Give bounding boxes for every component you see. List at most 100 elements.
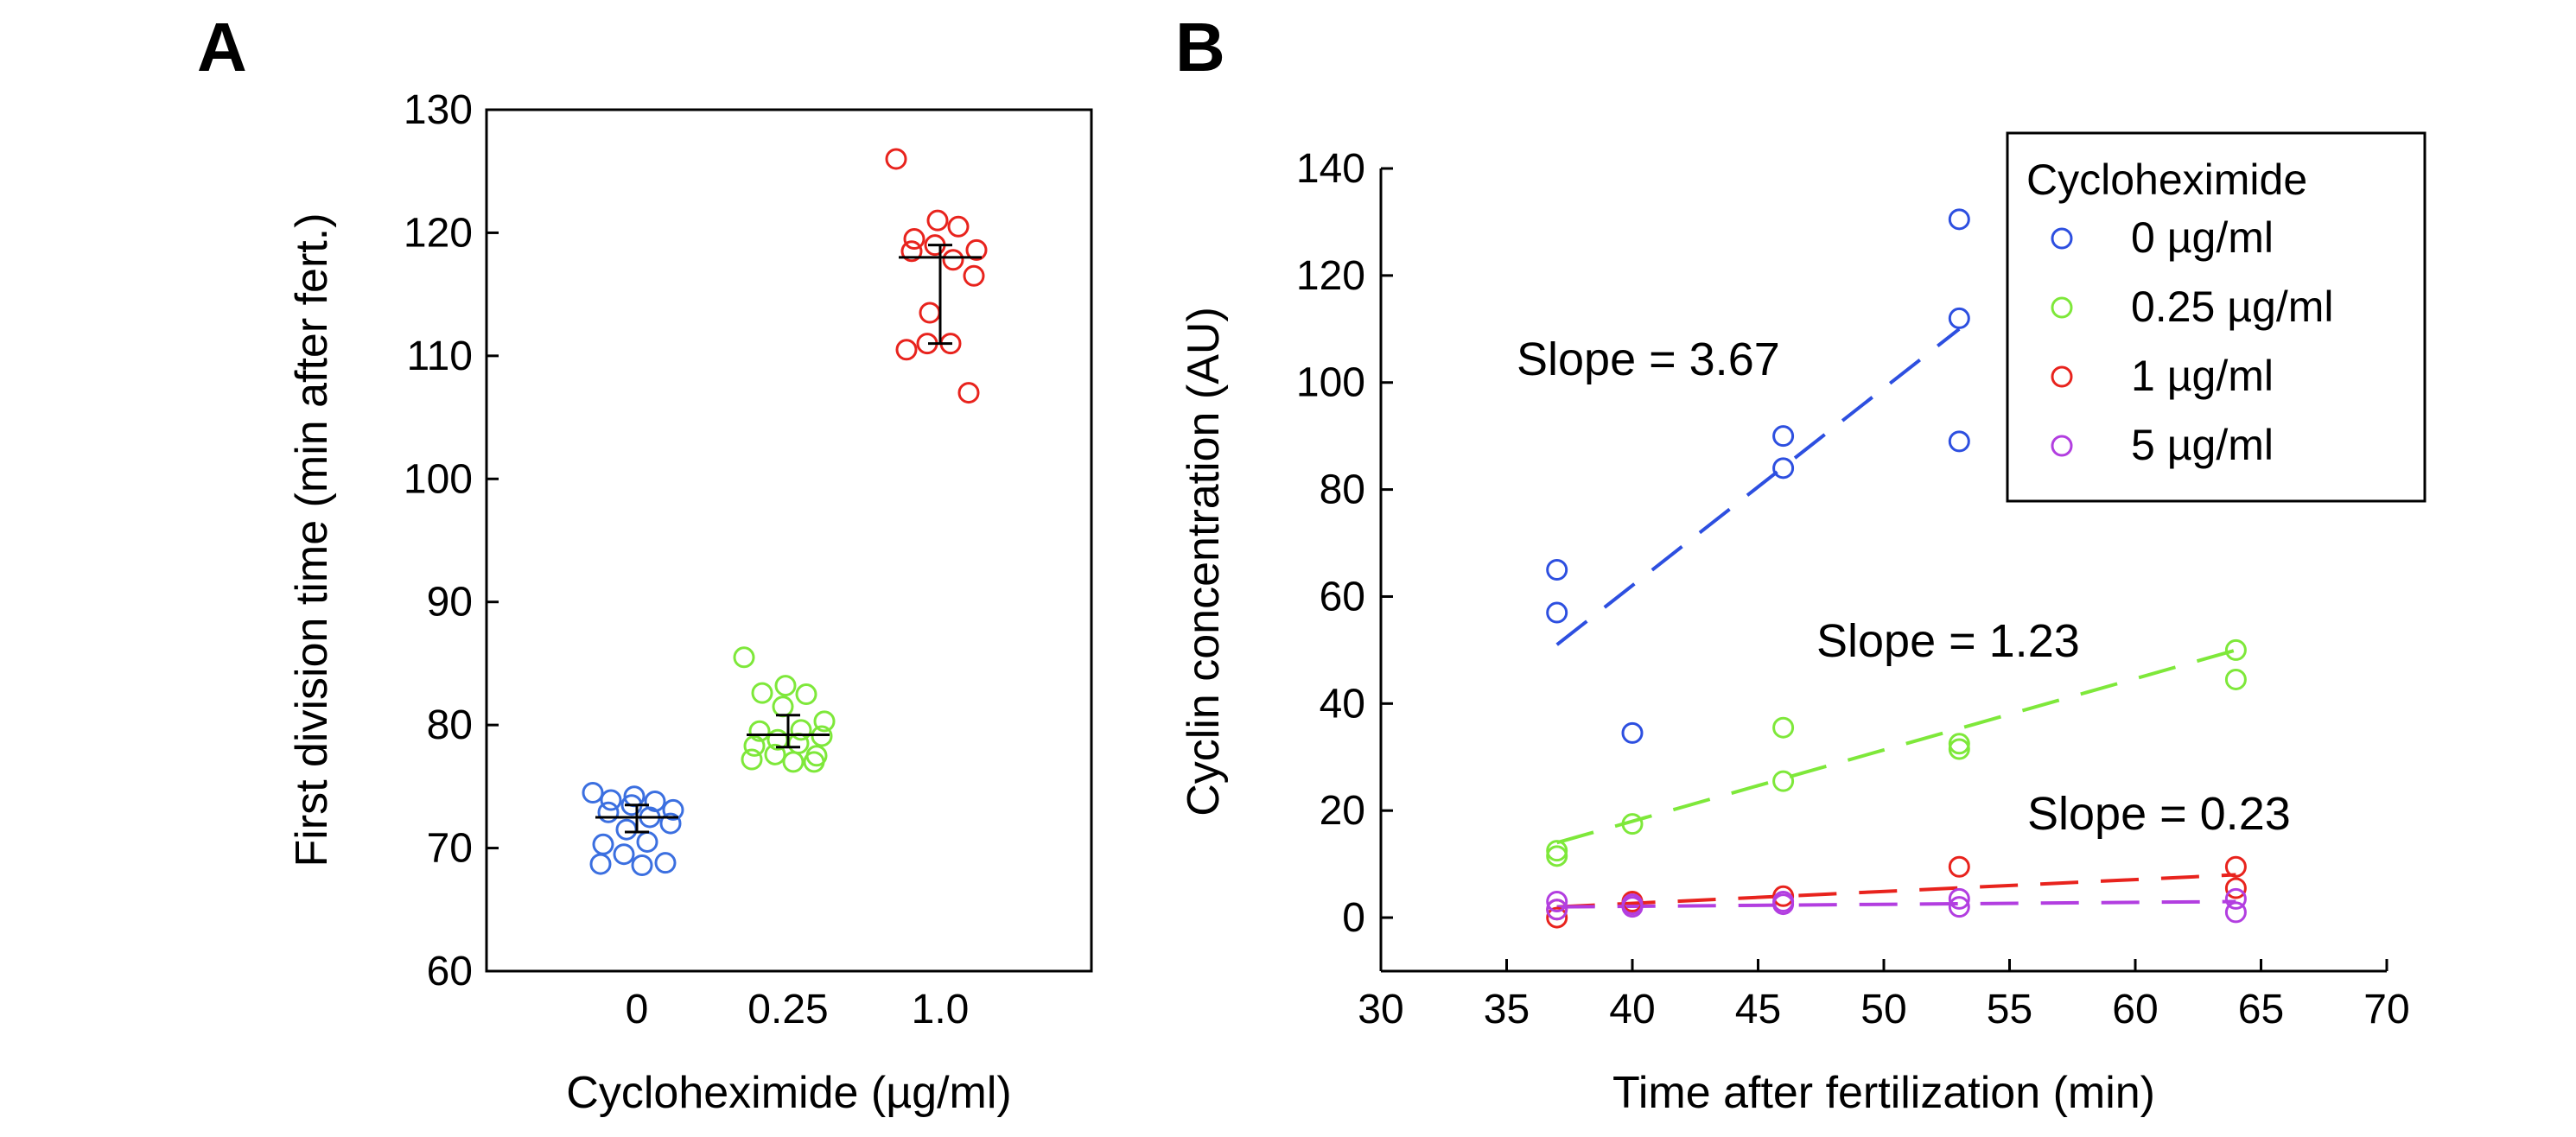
plot-area-a (485, 108, 1093, 973)
data-point-b (1772, 457, 1795, 480)
x-tick-label-b: 30 (1358, 987, 1403, 1032)
data-point-a (803, 751, 825, 773)
x-tick-label-b: 65 (2238, 987, 2284, 1032)
y-axis-label-a: First division time (min after fert.) (287, 213, 337, 867)
legend-marker (2051, 435, 2073, 457)
data-point-a (654, 852, 677, 874)
chart-b: 0 20 40 60 80 100 120 140 30 35 40 45 50 55 60 65 70 Sl… (1179, 131, 2427, 1118)
x-tick-label-b: 70 (2363, 987, 2409, 1032)
data-point-a (597, 801, 620, 823)
fit-lines-b (1555, 327, 2236, 909)
y-tick-label-a: 90 (427, 580, 473, 626)
x-tick-label-b: 55 (1987, 987, 2032, 1032)
data-point-b (1948, 430, 1970, 453)
data-point-a (733, 646, 755, 669)
data-point-b (2224, 638, 2247, 661)
slope-label-1ug: Slope = 0.23 (2027, 788, 2291, 840)
x-axis-label-a: Cycloheximide (µg/ml) (566, 1068, 1011, 1118)
data-point-a (589, 853, 612, 875)
fit-line (1556, 873, 2236, 909)
y-axis-a: 60 70 80 90 100 110 120 130 (404, 87, 499, 994)
data-point-a (582, 781, 604, 804)
data-point-b (1772, 890, 1795, 912)
x-axis-label-b: Time after fertilization (min) (1612, 1068, 2155, 1118)
y-tick-label-b: 40 (1320, 681, 1365, 727)
data-point-a (926, 209, 949, 232)
legend: Cycloheximide 0 µg/ml 0.25 µg/ml 1 µg/ml 5 … (2006, 131, 2427, 503)
panel-label-a: A (197, 9, 247, 86)
legend-marker (2051, 296, 2073, 319)
data-point-a (743, 734, 766, 757)
data-point-b (1948, 208, 1970, 231)
data-point-b (1621, 721, 1644, 744)
y-tick-label-a: 110 (406, 333, 473, 379)
data-point-a (772, 696, 794, 718)
panel-label-b: B (1175, 9, 1225, 86)
data-point-b (1546, 906, 1568, 929)
data-point-b (1546, 559, 1568, 581)
x-tick-label-a: 0 (626, 987, 649, 1032)
legend-marker (2051, 365, 2073, 388)
legend-box (2006, 131, 2427, 503)
data-point-a (787, 733, 810, 755)
data-point-a (900, 240, 923, 263)
data-point-b (1772, 885, 1795, 907)
x-axis-b: 30 35 40 45 50 55 60 65 70 (1358, 959, 2410, 1032)
y-axis-b: 0 20 40 60 80 100 120 140 (1296, 146, 1393, 941)
data-point-a (613, 843, 635, 866)
x-tick-label-b: 50 (1860, 987, 1906, 1032)
y-axis-label-b: Cyclin concentration (AU) (1179, 307, 1229, 816)
chart-a: 60 70 80 90 100 110 120 130 0 0.25 1.0 Cyclohexim… (287, 87, 1093, 1118)
slope-label-0ug: Slope = 3.67 (1517, 333, 1780, 385)
legend-label: 1 µg/ml (2131, 352, 2274, 400)
data-point-a (790, 719, 812, 741)
data-point-a (764, 743, 786, 765)
data-point-a (659, 812, 682, 835)
legend-title: Cycloheximide (2026, 156, 2307, 204)
data-point-b (1772, 716, 1795, 739)
y-tick-label-b: 20 (1320, 788, 1365, 834)
y-tick-label-b: 120 (1296, 253, 1365, 299)
y-tick-label-a: 60 (427, 949, 473, 994)
data-point-a (592, 833, 614, 855)
data-point-a (947, 215, 970, 238)
data-point-b (1948, 733, 1970, 755)
legend-items: 0 µg/ml 0.25 µg/ml 1 µg/ml 5 µg/ml (2051, 213, 2333, 469)
data-point-b (1948, 307, 1970, 329)
x-tick-label-b: 60 (2112, 987, 2158, 1032)
data-point-b (1948, 887, 1970, 910)
data-point-b (1772, 425, 1795, 448)
data-point-b (1546, 601, 1568, 624)
data-point-a (748, 720, 771, 742)
data-point-a (636, 830, 658, 853)
y-tick-label-a: 100 (404, 456, 473, 502)
data-point-a (813, 710, 836, 733)
x-tick-label-b: 40 (1609, 987, 1655, 1032)
x-tick-label-a: 0.25 (747, 987, 828, 1032)
points-b (1546, 208, 2247, 929)
y-tick-label-b: 140 (1296, 146, 1365, 192)
data-point-b (1546, 845, 1568, 867)
x-axis-a: 0 0.25 1.0 (626, 987, 970, 1032)
data-point-a (741, 748, 763, 771)
data-point-a (782, 751, 805, 773)
data-point-a (662, 798, 684, 821)
data-point-b (2224, 668, 2247, 690)
y-tick-label-a: 80 (427, 702, 473, 748)
data-point-a (885, 148, 907, 170)
data-point-a (615, 818, 638, 841)
data-point-b (1948, 896, 1970, 918)
y-tick-label-a: 70 (427, 826, 473, 872)
y-tick-label-b: 80 (1320, 467, 1365, 513)
legend-label: 0.25 µg/ml (2131, 283, 2333, 331)
data-point-a (774, 675, 797, 697)
fit-line (1556, 899, 2236, 909)
data-point-b (1772, 770, 1795, 792)
legend-marker (2051, 227, 2073, 250)
data-point-a (942, 249, 964, 271)
data-point-b (1948, 738, 1970, 760)
data-point-a (895, 339, 918, 361)
error-bars-a (595, 244, 982, 834)
y-tick-label-b: 0 (1342, 895, 1365, 941)
